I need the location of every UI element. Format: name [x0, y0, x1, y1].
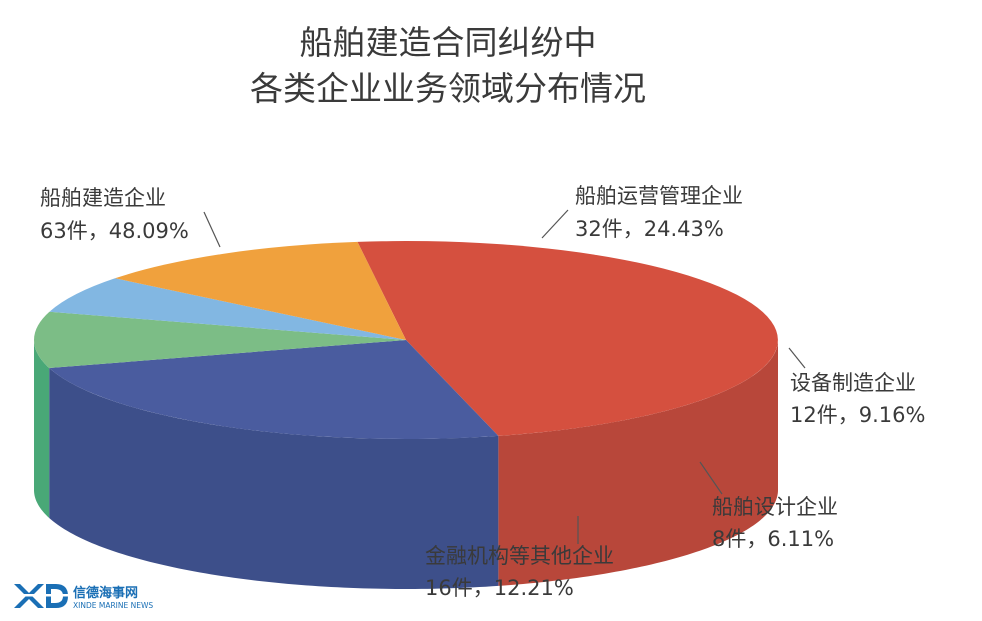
label-shipbuilding-percent: 48.09%: [109, 219, 189, 243]
label-design: 船舶设计企业 8件，6.11%: [699, 461, 838, 551]
label-equipment-value: 12件，9.16%: [790, 403, 925, 427]
leader-line-equipment: [788, 347, 806, 369]
label-design-percent: 6.11%: [767, 527, 834, 551]
pie-side-operation: [49, 368, 499, 589]
leader-line-operation: [541, 209, 569, 239]
label-finance-percent: 12.21%: [494, 576, 574, 600]
label-design-sep: ，: [746, 527, 767, 551]
pie-slice-equipment: [34, 311, 406, 368]
label-shipbuilding: 船舶建造企业 63件，48.09%: [40, 186, 221, 248]
pie-slice-shipbuilding: [357, 241, 778, 436]
leader-line-design: [699, 461, 723, 495]
label-design-count: 8件: [712, 527, 746, 551]
label-finance-sep: ，: [473, 576, 494, 600]
label-equipment-count: 12件: [790, 403, 838, 427]
watermark: 信德海事网 XINDE MARINE NEWS: [10, 584, 153, 610]
label-shipbuilding-sep: ，: [88, 219, 109, 243]
label-operation-value: 32件，24.43%: [575, 217, 724, 241]
leader-line-shipbuilding: [203, 211, 221, 248]
label-design-value: 8件，6.11%: [712, 527, 834, 551]
label-operation-name: 船舶运营管理企业: [575, 184, 743, 208]
pie-slice-design: [49, 278, 406, 340]
label-finance-name: 金融机构等其他企业: [425, 544, 614, 568]
pie-side-shipbuilding: [498, 340, 778, 586]
label-equipment-percent: 9.16%: [859, 403, 926, 427]
pie-side-equipment: [34, 340, 50, 518]
label-operation-sep: ，: [623, 217, 644, 241]
pie-slice-finance: [115, 241, 407, 340]
label-operation-count: 32件: [575, 217, 623, 241]
label-equipment-sep: ，: [838, 403, 859, 427]
pie-slice-operation: [49, 340, 499, 439]
pie-sides: [34, 340, 778, 589]
xd-logo: [10, 584, 70, 608]
label-finance: 金融机构等其他企业 16件，12.21%: [425, 516, 614, 600]
label-finance-count: 16件: [425, 576, 473, 600]
label-shipbuilding-count: 63件: [40, 219, 88, 243]
watermark-name: 信德海事网: [73, 585, 138, 601]
label-equipment: 设备制造企业 12件，9.16%: [788, 347, 925, 427]
label-operation: 船舶运营管理企业 32件，24.43%: [541, 184, 743, 241]
label-operation-percent: 24.43%: [644, 217, 724, 241]
label-shipbuilding-name: 船舶建造企业: [40, 186, 166, 210]
chart-title-line-1: 船舶建造合同纠纷中: [300, 23, 597, 62]
label-design-name: 船舶设计企业: [712, 495, 838, 519]
watermark-subtitle: XINDE MARINE NEWS: [73, 601, 153, 610]
label-shipbuilding-value: 63件，48.09%: [40, 219, 189, 243]
slice-labels: 船舶建造企业 63件，48.09% 船舶运营管理企业 32件，24.43% 设备…: [40, 184, 925, 600]
pie-slices: [34, 241, 778, 439]
label-finance-value: 16件，12.21%: [425, 576, 574, 600]
label-equipment-name: 设备制造企业: [790, 371, 916, 395]
chart-title: 船舶建造合同纠纷中 各类企业业务领域分布情况: [250, 23, 646, 108]
chart-title-line-2: 各类企业业务领域分布情况: [250, 69, 646, 108]
